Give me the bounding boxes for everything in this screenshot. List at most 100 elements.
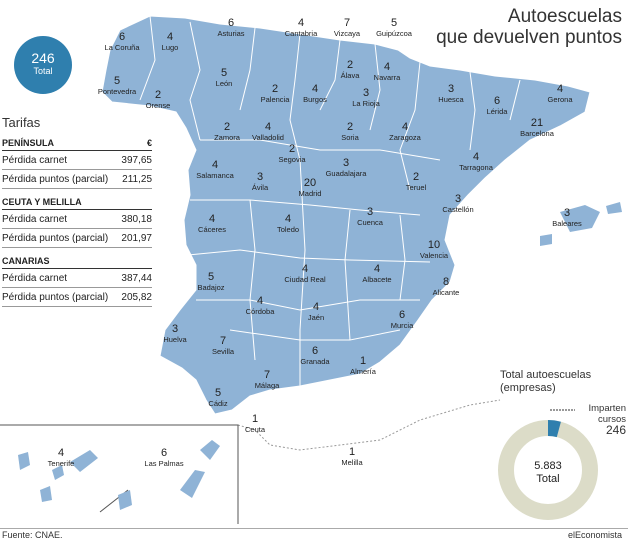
province-borders <box>139 15 521 386</box>
province-name: Pontevedra <box>98 87 137 96</box>
table-row: Pérdida carnet 387,44 <box>2 269 152 288</box>
province-name: Albacete <box>362 275 391 284</box>
highlight-line-2: cursos <box>598 414 626 425</box>
province-value: 10 <box>428 239 440 251</box>
province-value: 4 <box>209 213 215 225</box>
province-name: Asturias <box>217 29 244 38</box>
province-value: 2 <box>347 121 353 133</box>
province-name: Vizcaya <box>334 29 361 38</box>
province-value: 7 <box>344 17 350 29</box>
province-name: Granada <box>300 357 330 366</box>
section-peninsula-header: PENÍNSULA € <box>2 136 152 151</box>
province-value: 3 <box>448 83 454 95</box>
province-value: 4 <box>402 121 408 133</box>
province-name: Málaga <box>255 381 280 390</box>
map-title: Autoescuelas que devuelven puntos <box>436 6 622 48</box>
province-value: 4 <box>374 263 380 275</box>
province-name: Toledo <box>277 225 299 234</box>
province-name: Tenerife <box>48 459 75 468</box>
section-ceuta-melilla-header: CEUTA Y MELILLA <box>2 195 152 210</box>
africa-coast <box>237 399 501 451</box>
title-line-2: que devuelven puntos <box>436 27 622 48</box>
donut-title-line-2: (empresas) <box>500 382 556 394</box>
section-name: PENÍNSULA <box>2 138 55 148</box>
province-value: 2 <box>224 121 230 133</box>
province-name: Las Palmas <box>144 459 183 468</box>
province-label: 6La Coruña <box>104 31 140 52</box>
province-name: Huesca <box>438 95 464 104</box>
province-name: Jaén <box>308 313 324 322</box>
total-donut <box>498 420 598 520</box>
province-value: 6 <box>312 345 318 357</box>
province-name: Lugo <box>162 43 179 52</box>
row-label: Pérdida carnet <box>2 155 68 166</box>
table-row: Pérdida carnet 380,18 <box>2 210 152 229</box>
province-value: 5 <box>221 67 227 79</box>
donut-total-label: Total <box>536 473 560 485</box>
province-value: 4 <box>384 61 390 73</box>
province-name: La Rioja <box>352 99 380 108</box>
province-name: Cuenca <box>357 218 384 227</box>
province-value: 5 <box>208 271 214 283</box>
province-name: Salamanca <box>196 171 234 180</box>
province-name: Tarragona <box>459 163 494 172</box>
province-value: 6 <box>494 95 500 107</box>
province-name: Guadalajara <box>326 169 368 178</box>
province-name: Gerona <box>547 95 573 104</box>
province-value: 4 <box>58 447 64 459</box>
province-value: 3 <box>343 157 349 169</box>
row-label: Pérdida puntos (parcial) <box>2 292 109 303</box>
section-canarias-header: CANARIAS <box>2 254 152 269</box>
province-name: Ciudad Real <box>284 275 326 284</box>
canarias-inset-frame <box>0 424 239 524</box>
row-label: Pérdida carnet <box>2 273 68 284</box>
province-name: Murcia <box>391 321 414 330</box>
row-value: 397,65 <box>121 155 152 166</box>
province-name: Soria <box>341 133 359 142</box>
table-row: Pérdida puntos (parcial) 211,25 <box>2 170 152 189</box>
province-name: Navarra <box>374 73 402 82</box>
province-value: 2 <box>272 83 278 95</box>
province-name: Ceuta <box>245 425 266 434</box>
section-name: CEUTA Y MELILLA <box>2 197 82 207</box>
baleares-shape <box>560 205 600 232</box>
donut-title: Total autoescuelas (empresas) <box>500 369 591 395</box>
province-labels: 6La Coruña4Lugo6Asturias4Cantabria7Vizca… <box>48 17 582 468</box>
row-value: 211,25 <box>122 174 152 185</box>
highlight-value: 246 <box>605 423 626 437</box>
province-name: Badajoz <box>197 283 224 292</box>
province-value: 8 <box>443 276 449 288</box>
donut-total-value: 5.883 <box>534 460 562 472</box>
province-name: León <box>216 79 233 88</box>
province-name: Segovia <box>278 155 306 164</box>
province-name: Álava <box>341 71 361 80</box>
province-value: 6 <box>228 17 234 29</box>
row-label: Pérdida carnet <box>2 214 68 225</box>
province-value: 4 <box>313 301 319 313</box>
row-value: 380,18 <box>121 214 152 225</box>
province-value: 2 <box>289 143 295 155</box>
province-value: 4 <box>312 83 318 95</box>
province-name: Guipúzcoa <box>376 29 413 38</box>
province-name: Almería <box>350 367 377 376</box>
